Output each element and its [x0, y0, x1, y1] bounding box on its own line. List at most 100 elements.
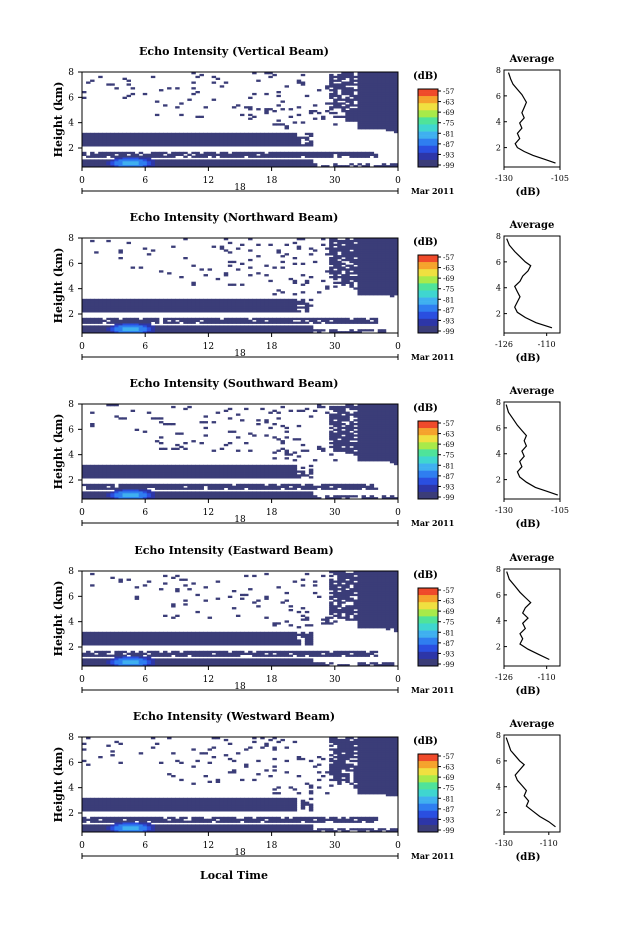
heatmap-cell: [167, 662, 172, 665]
heatmap-cell: [130, 134, 136, 137]
heatmap-cell: [235, 635, 241, 638]
heatmap-cell: [183, 327, 188, 330]
heatmap-cell: [130, 650, 136, 654]
heatmap-cell: [321, 317, 326, 321]
heatmap-cell: [300, 493, 306, 496]
heatmap-cell: [373, 291, 379, 294]
heatmap-cell: [373, 245, 379, 248]
heatmap-cell: [191, 582, 196, 585]
heatmap-cell: [90, 151, 95, 155]
heatmap-cell: [373, 238, 379, 241]
heatmap-cell: [86, 637, 91, 640]
heatmap-cell: [163, 466, 168, 469]
heatmap-cell: [175, 331, 180, 334]
heatmap-cell: [82, 91, 87, 94]
heatmap-cell: [167, 308, 172, 311]
heatmap-cell: [138, 493, 144, 496]
heatmap-cell: [235, 300, 241, 303]
heatmap-cell: [110, 639, 115, 642]
heatmap-cell: [130, 474, 136, 477]
heatmap-cell: [175, 493, 180, 496]
heatmap-cell: [134, 428, 140, 431]
heatmap-cell: [244, 635, 249, 638]
heatmap-cell: [86, 662, 91, 665]
heatmap-cell: [223, 650, 229, 654]
heatmap-cell: [333, 253, 338, 256]
heatmap-cell: [118, 157, 123, 160]
heatmap-cell: [276, 300, 281, 303]
heatmap-cell: [231, 132, 237, 136]
heatmap-cell: [357, 75, 362, 79]
heatmap-cell: [167, 142, 172, 145]
heatmap-cell: [264, 92, 269, 96]
heatmap-cell: [126, 656, 132, 659]
heatmap-cell: [276, 411, 281, 414]
heatmap-cell: [389, 262, 395, 265]
heatmap-cell: [130, 485, 136, 488]
heatmap-cell: [175, 317, 180, 321]
heatmap-cell: [203, 302, 208, 305]
heatmap-cell: [365, 415, 371, 418]
heatmap-cell: [357, 438, 362, 441]
heatmap-cell: [296, 302, 302, 305]
heatmap-cell: [393, 249, 399, 252]
heatmap-cell: [163, 163, 168, 166]
heatmap-cell: [138, 485, 144, 488]
heatmap-cell: [231, 325, 237, 328]
heatmap-cell: [341, 92, 346, 96]
heatmap-cell: [199, 421, 204, 424]
heatmap-cell: [227, 474, 233, 477]
heatmap-cell: [179, 660, 184, 663]
colorbar-segment: [418, 304, 438, 309]
heatmap-cell: [276, 289, 281, 292]
heatmap-cell: [219, 310, 225, 313]
heatmap-cell: [154, 493, 160, 496]
heatmap-cell: [175, 491, 180, 494]
heatmap-cell: [171, 662, 176, 665]
heatmap-cell: [296, 493, 302, 496]
heatmap-cell: [211, 497, 217, 500]
heatmap-cell: [377, 407, 383, 411]
heatmap-cell: [235, 132, 241, 136]
heatmap-cell: [158, 308, 164, 311]
heatmap-cell: [203, 317, 208, 321]
heatmap-cell: [114, 132, 119, 136]
heatmap-cell: [381, 291, 387, 294]
heatmap-cell: [231, 300, 237, 303]
heatmap-cell: [94, 317, 99, 321]
heatmap-cell: [349, 108, 354, 111]
date-label: Mar 2011: [411, 352, 454, 362]
heatmap-cell: [138, 643, 144, 646]
heatmap-cell: [114, 660, 119, 663]
heatmap-cell: [365, 405, 371, 409]
heatmap-cell: [345, 106, 350, 109]
heatmap-cell: [296, 474, 302, 477]
heatmap-cell: [369, 445, 375, 449]
heatmap-cell: [240, 321, 245, 324]
x-tick-label: 0: [79, 342, 85, 352]
heatmap-cell: [203, 495, 208, 498]
heatmap-cell: [393, 426, 399, 430]
heatmap-cell: [223, 643, 229, 646]
heatmap-cell: [349, 73, 354, 77]
heatmap-cell: [187, 472, 192, 475]
heatmap-cell: [333, 151, 338, 155]
heatmap-cell: [203, 631, 208, 635]
heatmap-cell: [118, 660, 123, 663]
heatmap-cell: [215, 470, 221, 473]
heatmap-cell: [349, 319, 354, 322]
heatmap-cell: [167, 660, 172, 663]
heatmap-cell: [244, 407, 249, 411]
heatmap-cell: [393, 438, 399, 441]
heatmap-cell: [219, 300, 225, 303]
heatmap-cell: [357, 249, 362, 252]
heatmap-cell: [114, 658, 119, 661]
heatmap-cell: [223, 660, 229, 663]
heatmap-cell: [82, 321, 87, 324]
heatmap-cell: [215, 310, 221, 313]
heatmap-cell: [244, 144, 249, 147]
heatmap-cell: [223, 652, 229, 655]
heatmap-cell: [211, 449, 217, 452]
heatmap-cell: [154, 153, 160, 156]
heatmap-cell: [231, 590, 237, 593]
